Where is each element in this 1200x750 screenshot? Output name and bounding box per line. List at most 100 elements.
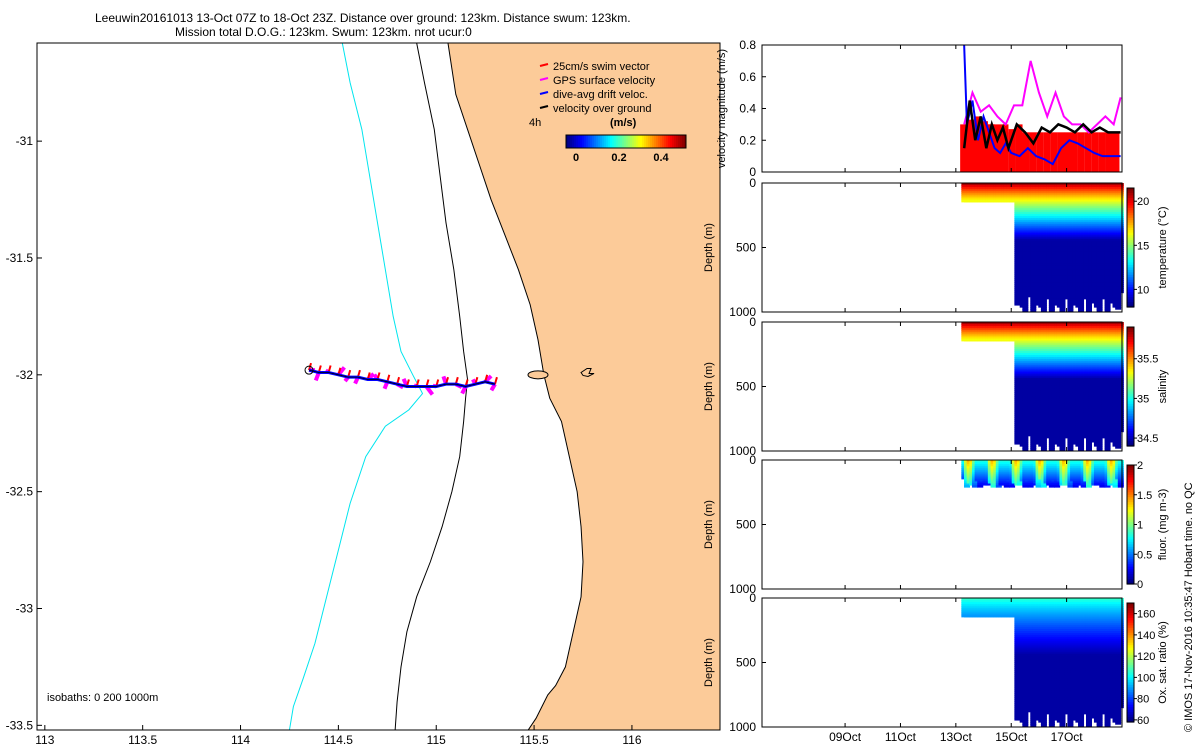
colorbar-cell [610, 135, 613, 148]
profile-cell [1014, 433, 1021, 437]
profile-cell [1014, 429, 1021, 433]
profile-cell [1088, 429, 1095, 433]
colorbar-cell [618, 135, 621, 148]
profile-cell [1117, 244, 1124, 248]
colorbar-cell [1127, 254, 1134, 259]
profile-cell [1048, 443, 1055, 447]
profile-cell [1014, 284, 1021, 287]
colorbar-cell [1127, 220, 1134, 224]
profile-cell [1085, 302, 1092, 306]
colorbar-tick-label: 15 [1137, 240, 1149, 252]
swim-speed-bar [960, 124, 968, 172]
profile-cell [1078, 443, 1085, 447]
colorbar-cell [1127, 257, 1134, 261]
profile-cell [1070, 290, 1077, 294]
profile-cell [1107, 288, 1114, 292]
profile-cell [1032, 439, 1039, 443]
profile-cell [1048, 308, 1055, 312]
colorbar-cell [1127, 192, 1134, 197]
profile-cell [1078, 296, 1085, 300]
profile-cell [1059, 296, 1066, 300]
x-tick-label: 116 [622, 733, 641, 747]
colorbar-cell [602, 135, 605, 148]
colorbar-cell [1127, 227, 1134, 231]
mission-total-line: Mission total D.O.G.: 123km. Swum: 123km… [175, 25, 472, 39]
swim-speed-bar [1036, 132, 1044, 172]
colorbar-cell [1127, 262, 1134, 266]
colorbar-cell [1127, 237, 1134, 241]
profile-cell [1040, 441, 1047, 445]
profile-cell [1117, 240, 1124, 244]
colorbar-cell [1127, 274, 1134, 278]
profile-cell [1040, 439, 1047, 443]
y-axis-label: Depth (m) [703, 223, 715, 272]
profile-cell [1070, 439, 1077, 443]
colorbar-cell [1127, 240, 1134, 244]
profile-cell [1115, 298, 1122, 302]
profile-cell [1085, 304, 1092, 308]
profile-cell [1070, 431, 1077, 435]
profile-cell [1085, 308, 1092, 312]
profile-cell [1117, 205, 1124, 209]
colorbar-cell [594, 135, 597, 148]
swim-speed-bar [1112, 132, 1120, 172]
profile-cell [1088, 290, 1095, 294]
profile-cell [1067, 443, 1074, 447]
profile-cell [1104, 302, 1111, 306]
profile-cell [1107, 290, 1114, 294]
y-tick-label: -31.5 [6, 251, 34, 265]
colorbar-cell [1127, 200, 1134, 204]
profile-cell [1032, 300, 1039, 304]
profile-cell [1051, 435, 1058, 439]
island [527, 370, 549, 380]
colorbar-cell [584, 135, 587, 148]
profile-cell [1096, 447, 1103, 451]
profile-cell [1014, 437, 1021, 441]
profile-cell [1014, 302, 1021, 306]
colorbar-cell [1127, 249, 1134, 254]
profile-cell [1032, 425, 1039, 429]
profile-cell [1040, 433, 1047, 437]
swim-speed-bar [1105, 132, 1113, 172]
profile-cell [1022, 437, 1029, 441]
profile-cell [1078, 445, 1085, 449]
profile-cell [1117, 218, 1124, 221]
colorbar-cell [620, 135, 623, 148]
profile-cell [1051, 298, 1058, 302]
profile-cell [1096, 431, 1103, 435]
profile-cell [1070, 427, 1077, 431]
profile-cell [1070, 425, 1077, 429]
colorbar-cell [570, 135, 573, 148]
profile-cell [1096, 443, 1103, 447]
profile-cell [1059, 304, 1066, 308]
profile-cell [1040, 308, 1047, 312]
profile-cell [1051, 302, 1058, 306]
profile-cell [1067, 304, 1074, 308]
profile-cell [1117, 286, 1124, 290]
profile-cell [1078, 300, 1085, 304]
profile-cell [1032, 292, 1039, 296]
legend-swatch [539, 91, 549, 95]
profile-cell [1117, 226, 1124, 230]
profile-cell [1117, 220, 1124, 224]
colorbar-tick-label: 10 [1137, 284, 1149, 296]
profile-cell [1078, 439, 1085, 443]
profile-cell [1117, 255, 1124, 259]
y-tick-label: -32.5 [6, 485, 34, 499]
profile-cell [1115, 300, 1122, 304]
profile-cell [1040, 304, 1047, 308]
profile-cell [1014, 435, 1021, 439]
colorbar-cell [1127, 292, 1134, 296]
profile-cell [1096, 302, 1103, 306]
swim-speed-bar [1064, 132, 1071, 172]
profile-cell [1051, 433, 1058, 437]
profile-cell [1051, 300, 1058, 304]
colorbar-cell [674, 135, 677, 148]
swim-speed-bar [1022, 132, 1030, 172]
colorbar-cell [582, 135, 585, 148]
profile-cell [1059, 435, 1066, 439]
profile-cell [1051, 431, 1058, 435]
profile-cell [1085, 306, 1092, 310]
